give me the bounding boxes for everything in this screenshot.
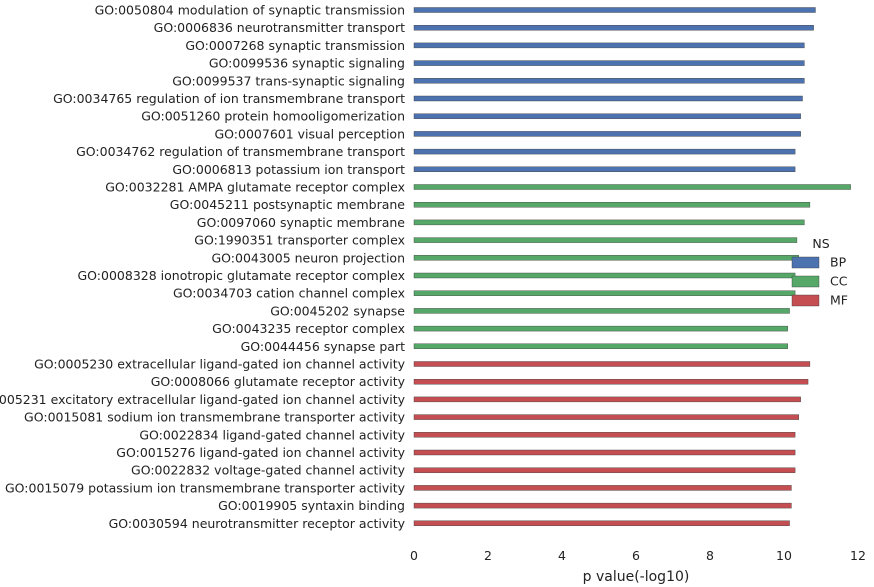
x-axis-label: p value(-log10) (583, 569, 690, 585)
category-label: GO:0043235 receptor complex (212, 321, 405, 336)
bar-bp (413, 78, 805, 84)
bar-cc (413, 343, 788, 349)
bar-bp (413, 25, 814, 31)
category-label: GO:0022832 voltage-gated channel activit… (131, 463, 406, 478)
x-tick-label: 8 (706, 548, 714, 563)
bar-cc (413, 184, 851, 190)
bar-mf (413, 467, 796, 473)
legend-label-mf: MF (830, 293, 848, 308)
category-label: GO:0045211 postsynaptic membrane (170, 197, 406, 212)
bar-mf (413, 432, 796, 438)
category-label: GO:0006836 neurotransmitter transport (154, 20, 405, 35)
category-label: GO:0043005 neuron projection (211, 250, 405, 265)
category-label: GO:0034762 regulation of transmembrane t… (76, 144, 405, 159)
bar-mf (413, 361, 811, 367)
bar-mf (413, 502, 792, 509)
category-label: GO:0034765 regulation of ion transmembra… (53, 91, 405, 106)
bar-cc (413, 272, 796, 279)
category-labels: GO:0050804 modulation of synaptic transm… (0, 3, 406, 531)
category-label: GO:0005230 extracellular ligand-gated io… (34, 357, 406, 372)
category-label: GO:0030594 neurotransmitter receptor act… (109, 516, 406, 531)
bar-mf (413, 396, 801, 403)
bar-mf (413, 449, 796, 456)
category-label: GO:0032281 AMPA glutamate receptor compl… (105, 180, 405, 195)
legend-swatch-mf (791, 294, 820, 307)
category-label: GO:0045202 synapse (270, 303, 405, 318)
x-tick-label: 12 (850, 548, 866, 563)
bar-mf (413, 379, 809, 385)
category-label: GO:0099537 trans-synaptic signaling (172, 73, 405, 88)
category-label: GO:0005231 excitatory extracellular liga… (0, 392, 406, 407)
bar-bp (413, 60, 805, 66)
legend-swatch-bp (791, 256, 820, 269)
category-label: GO:0007601 visual perception (214, 126, 405, 141)
bar-bp (413, 7, 816, 13)
legend-label-bp: BP (830, 255, 847, 270)
category-label: GO:0019905 syntaxin binding (218, 498, 405, 513)
category-label: GO:0022834 ligand-gated channel activity (139, 427, 405, 442)
bar-bp (413, 166, 796, 173)
category-label: GO:0008066 glutamate receptor activity (151, 374, 406, 389)
bar-bp (413, 148, 796, 155)
category-label: GO:0015276 ligand-gated ion channel acti… (116, 445, 405, 460)
bar-cc (413, 201, 811, 208)
category-label: GO:0015081 sodium ion transmembrane tran… (24, 410, 406, 425)
bar-mf (413, 414, 799, 420)
category-label: GO:0099536 synaptic signaling (209, 56, 405, 71)
category-label: GO:0034703 cation channel complex (173, 286, 405, 301)
bar-mf (413, 520, 790, 526)
category-label: GO:0007268 synaptic transmission (185, 38, 405, 53)
x-tick-label: 6 (632, 548, 640, 563)
x-axis-ticks: 0 2 4 6 8 10 12 (410, 548, 866, 563)
bar-cc (413, 219, 805, 226)
legend-title: NS (812, 236, 829, 251)
x-tick-label: 4 (558, 548, 566, 563)
bar-bp (413, 131, 801, 137)
bar-cc (413, 325, 788, 332)
bar-bp (413, 42, 805, 49)
category-label: GO:1990351 transporter complex (194, 233, 405, 248)
category-label: GO:0006813 potassium ion transport (172, 162, 405, 177)
legend-label-cc: CC (830, 274, 848, 289)
category-label: GO:0008328 ionotropic glutamate receptor… (78, 268, 406, 283)
x-tick-label: 0 (410, 548, 418, 563)
category-label: GO:0050804 modulation of synaptic transm… (95, 3, 405, 18)
category-label: GO:0097060 synaptic membrane (197, 215, 406, 230)
bars-layer (413, 7, 851, 526)
legend-swatch-cc (791, 275, 820, 288)
bar-cc (413, 255, 799, 261)
bar-bp (413, 95, 803, 102)
bar-cc (413, 237, 798, 243)
category-label: GO:0015079 potassium ion transmembrane t… (5, 480, 406, 495)
bar-cc (413, 308, 790, 314)
bar-mf (413, 485, 792, 491)
bar-bp (413, 113, 801, 119)
category-label: GO:0051260 protein homooligomerization (141, 109, 405, 124)
x-tick-label: 10 (776, 548, 792, 563)
category-label: GO:0044456 synapse part (241, 339, 405, 354)
x-tick-label: 2 (484, 548, 492, 563)
bar-cc (413, 290, 796, 296)
